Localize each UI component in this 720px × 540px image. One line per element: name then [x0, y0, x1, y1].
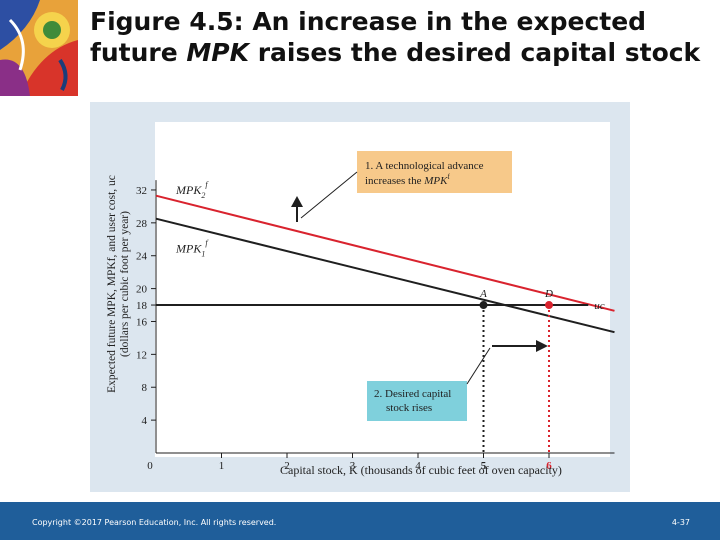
y-tick-label: 18: [136, 300, 148, 312]
page-number: 4-37: [671, 518, 690, 527]
series-label-MPK1f: MPK1f: [175, 238, 209, 258]
point-label-D: D: [544, 288, 553, 300]
x-axis-label: Capital stock, K (thousands of cubic fee…: [280, 463, 562, 477]
callout-top: 1. A technological advance increases the…: [300, 151, 512, 219]
series-lines: MPK2f MPK1f uc: [155, 180, 615, 334]
y-tick-label: 4: [142, 415, 148, 427]
point-label-A: A: [479, 288, 487, 300]
y-tick-label: 16: [136, 316, 148, 328]
line-MPK1f: [155, 217, 615, 334]
copyright-text: Copyright ©2017 Pearson Education, Inc. …: [32, 518, 277, 527]
y-tick-label: 28: [136, 218, 148, 230]
x-tick-label: 5: [481, 460, 487, 472]
x-tick-label: 6: [546, 460, 552, 472]
x-tick-label: 2: [284, 460, 290, 472]
y-axis-label-line1: Expected future MPK, MPKf, and user cost…: [106, 175, 118, 393]
callout-bottom-box: [367, 381, 467, 421]
x-tick-label: 1: [219, 460, 225, 472]
callout-bottom-leader: [466, 347, 491, 385]
y-axis-label-line2: (dollars per cubic foot per year): [119, 211, 131, 357]
grid: [155, 180, 615, 454]
x-tick-label: 4: [415, 460, 421, 472]
y-tick-label: 20: [136, 284, 148, 296]
decorative-swirl-image: [0, 0, 78, 96]
point-A: [479, 301, 488, 310]
arrows: [291, 196, 548, 352]
x-tick-label: 0: [147, 460, 153, 472]
footer-bar: Copyright ©2017 Pearson Education, Inc. …: [0, 502, 720, 540]
callout-bottom-line1: 2. Desired capital: [374, 388, 451, 400]
shift-up-arrow-head: [291, 196, 303, 207]
series-label-uc: uc: [594, 300, 605, 312]
slide-title: Figure 4.5: An increase in the expected …: [90, 7, 701, 67]
callout-top-line1: 1. A technological advance: [365, 160, 484, 172]
callout-top-leader: [300, 171, 358, 219]
callout-top-box: [357, 151, 512, 193]
callout-bottom-line2: stock rises: [386, 402, 432, 414]
y-tick-label: 24: [136, 251, 148, 263]
x-tick-label: 3: [350, 460, 356, 472]
series-label-MPK2f: MPK2f: [175, 180, 209, 200]
y-tick-label: 32: [136, 185, 147, 197]
line-MPK2f: [155, 194, 615, 312]
y-tick-label: 12: [136, 349, 147, 361]
callout-bottom: 2. Desired capital stock rises: [367, 347, 491, 421]
shift-right-arrow-head: [536, 340, 548, 352]
callout-top-line2: increases the MPKf: [365, 173, 450, 187]
y-tick-label: 8: [142, 382, 148, 394]
point-D: [545, 301, 553, 310]
